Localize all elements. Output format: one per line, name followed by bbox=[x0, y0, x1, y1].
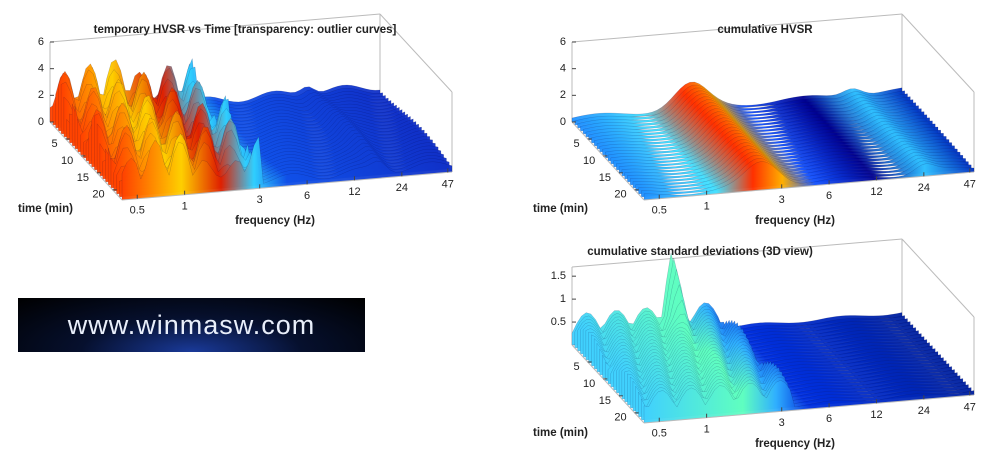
z-tick-label: 0.5 bbox=[551, 316, 566, 328]
axis-box bbox=[571, 344, 645, 424]
y-tick-label: 10 bbox=[583, 155, 595, 167]
x-tick-label: 3 bbox=[779, 194, 785, 206]
surface bbox=[571, 81, 903, 123]
surface bbox=[591, 102, 922, 144]
x-tick-label: 12 bbox=[870, 186, 882, 198]
surface bbox=[604, 117, 936, 159]
z-tick-label: 2 bbox=[38, 89, 44, 101]
x-tick-label: 6 bbox=[826, 190, 832, 202]
z-tick-label: 4 bbox=[560, 63, 566, 75]
x-tick-label: 47 bbox=[964, 401, 976, 413]
x-tick-label: 3 bbox=[257, 194, 263, 206]
axis-box bbox=[643, 394, 975, 424]
x-axis-label: frequency (Hz) bbox=[235, 215, 315, 227]
axis-box bbox=[49, 13, 381, 43]
surface bbox=[574, 84, 906, 126]
axis-box bbox=[121, 171, 453, 201]
surface bbox=[588, 99, 919, 141]
x-tick-label: 47 bbox=[442, 178, 454, 190]
x-tick-label: 0.5 bbox=[652, 205, 667, 217]
x-axis-label: frequency (Hz) bbox=[755, 215, 835, 227]
y-tick-label: 5 bbox=[574, 138, 580, 150]
z-tick-label: 1.5 bbox=[551, 270, 566, 282]
x-tick-label: 47 bbox=[964, 178, 976, 190]
axis-box bbox=[643, 171, 975, 201]
z-tick-label: 2 bbox=[560, 89, 566, 101]
axis-box bbox=[901, 238, 975, 318]
chart-title: cumulative HVSR bbox=[717, 24, 813, 36]
x-tick-label: 12 bbox=[870, 409, 882, 421]
z-tick-label: 6 bbox=[38, 36, 44, 48]
y-tick-label: 20 bbox=[92, 189, 104, 201]
logo: www.winmasw.com bbox=[18, 298, 365, 352]
y-tick-label: 20 bbox=[614, 189, 626, 201]
x-tick-label: 6 bbox=[304, 190, 310, 202]
z-tick-label: 1 bbox=[560, 293, 566, 305]
x-tick-label: 0.5 bbox=[652, 428, 667, 440]
surface bbox=[629, 145, 961, 186]
surface bbox=[616, 129, 947, 171]
x-tick-label: 12 bbox=[348, 186, 360, 198]
y-tick-label: 15 bbox=[599, 395, 611, 407]
surface bbox=[577, 87, 908, 129]
z-tick-label: 6 bbox=[560, 36, 566, 48]
axis-box bbox=[49, 121, 123, 201]
x-tick-label: 24 bbox=[396, 182, 408, 194]
x-tick-label: 24 bbox=[918, 405, 930, 417]
surface bbox=[627, 142, 958, 183]
surface bbox=[607, 120, 939, 162]
surface bbox=[643, 379, 975, 424]
x-tick-label: 1 bbox=[704, 424, 710, 436]
y-axis-label: time (min) bbox=[533, 203, 588, 215]
x-axis-label: frequency (Hz) bbox=[755, 438, 835, 450]
surface bbox=[585, 96, 917, 138]
surface bbox=[643, 161, 975, 201]
x-tick-label: 6 bbox=[826, 413, 832, 425]
z-tick-label: 4 bbox=[38, 63, 44, 75]
surface bbox=[624, 139, 955, 180]
surface bbox=[599, 111, 930, 153]
x-tick-label: 1 bbox=[704, 201, 710, 213]
z-tick-label: 0 bbox=[560, 116, 566, 128]
chart-title: temporary HVSR vs Time [transparency: ou… bbox=[94, 24, 397, 36]
y-tick-label: 5 bbox=[574, 361, 580, 373]
surface bbox=[613, 126, 944, 168]
surface bbox=[580, 90, 911, 132]
y-tick-label: 10 bbox=[61, 155, 73, 167]
surface bbox=[121, 135, 453, 201]
x-tick-label: 0.5 bbox=[130, 205, 145, 217]
axis-box bbox=[571, 121, 645, 201]
y-axis-label: time (min) bbox=[18, 203, 73, 215]
surface bbox=[580, 283, 911, 355]
x-tick-label: 3 bbox=[779, 417, 785, 429]
y-tick-label: 5 bbox=[52, 138, 58, 150]
y-tick-label: 20 bbox=[614, 412, 626, 424]
y-tick-label: 15 bbox=[599, 172, 611, 184]
surface bbox=[593, 105, 925, 147]
axis-box bbox=[901, 13, 975, 93]
surface bbox=[618, 132, 950, 174]
y-axis-label: time (min) bbox=[533, 427, 588, 439]
surface bbox=[602, 114, 933, 156]
z-tick-label: 0 bbox=[38, 116, 44, 128]
axis-box bbox=[379, 13, 453, 93]
x-tick-label: 24 bbox=[918, 182, 930, 194]
chart-title: cumulative standard deviations (3D view) bbox=[587, 246, 813, 258]
surface bbox=[621, 135, 953, 177]
axis-box bbox=[571, 13, 903, 43]
y-tick-label: 10 bbox=[583, 378, 595, 390]
surface bbox=[596, 108, 928, 150]
surface bbox=[610, 123, 942, 165]
surface bbox=[582, 93, 914, 135]
y-tick-label: 15 bbox=[77, 172, 89, 184]
x-tick-label: 1 bbox=[182, 201, 188, 213]
axis-box bbox=[571, 238, 903, 268]
